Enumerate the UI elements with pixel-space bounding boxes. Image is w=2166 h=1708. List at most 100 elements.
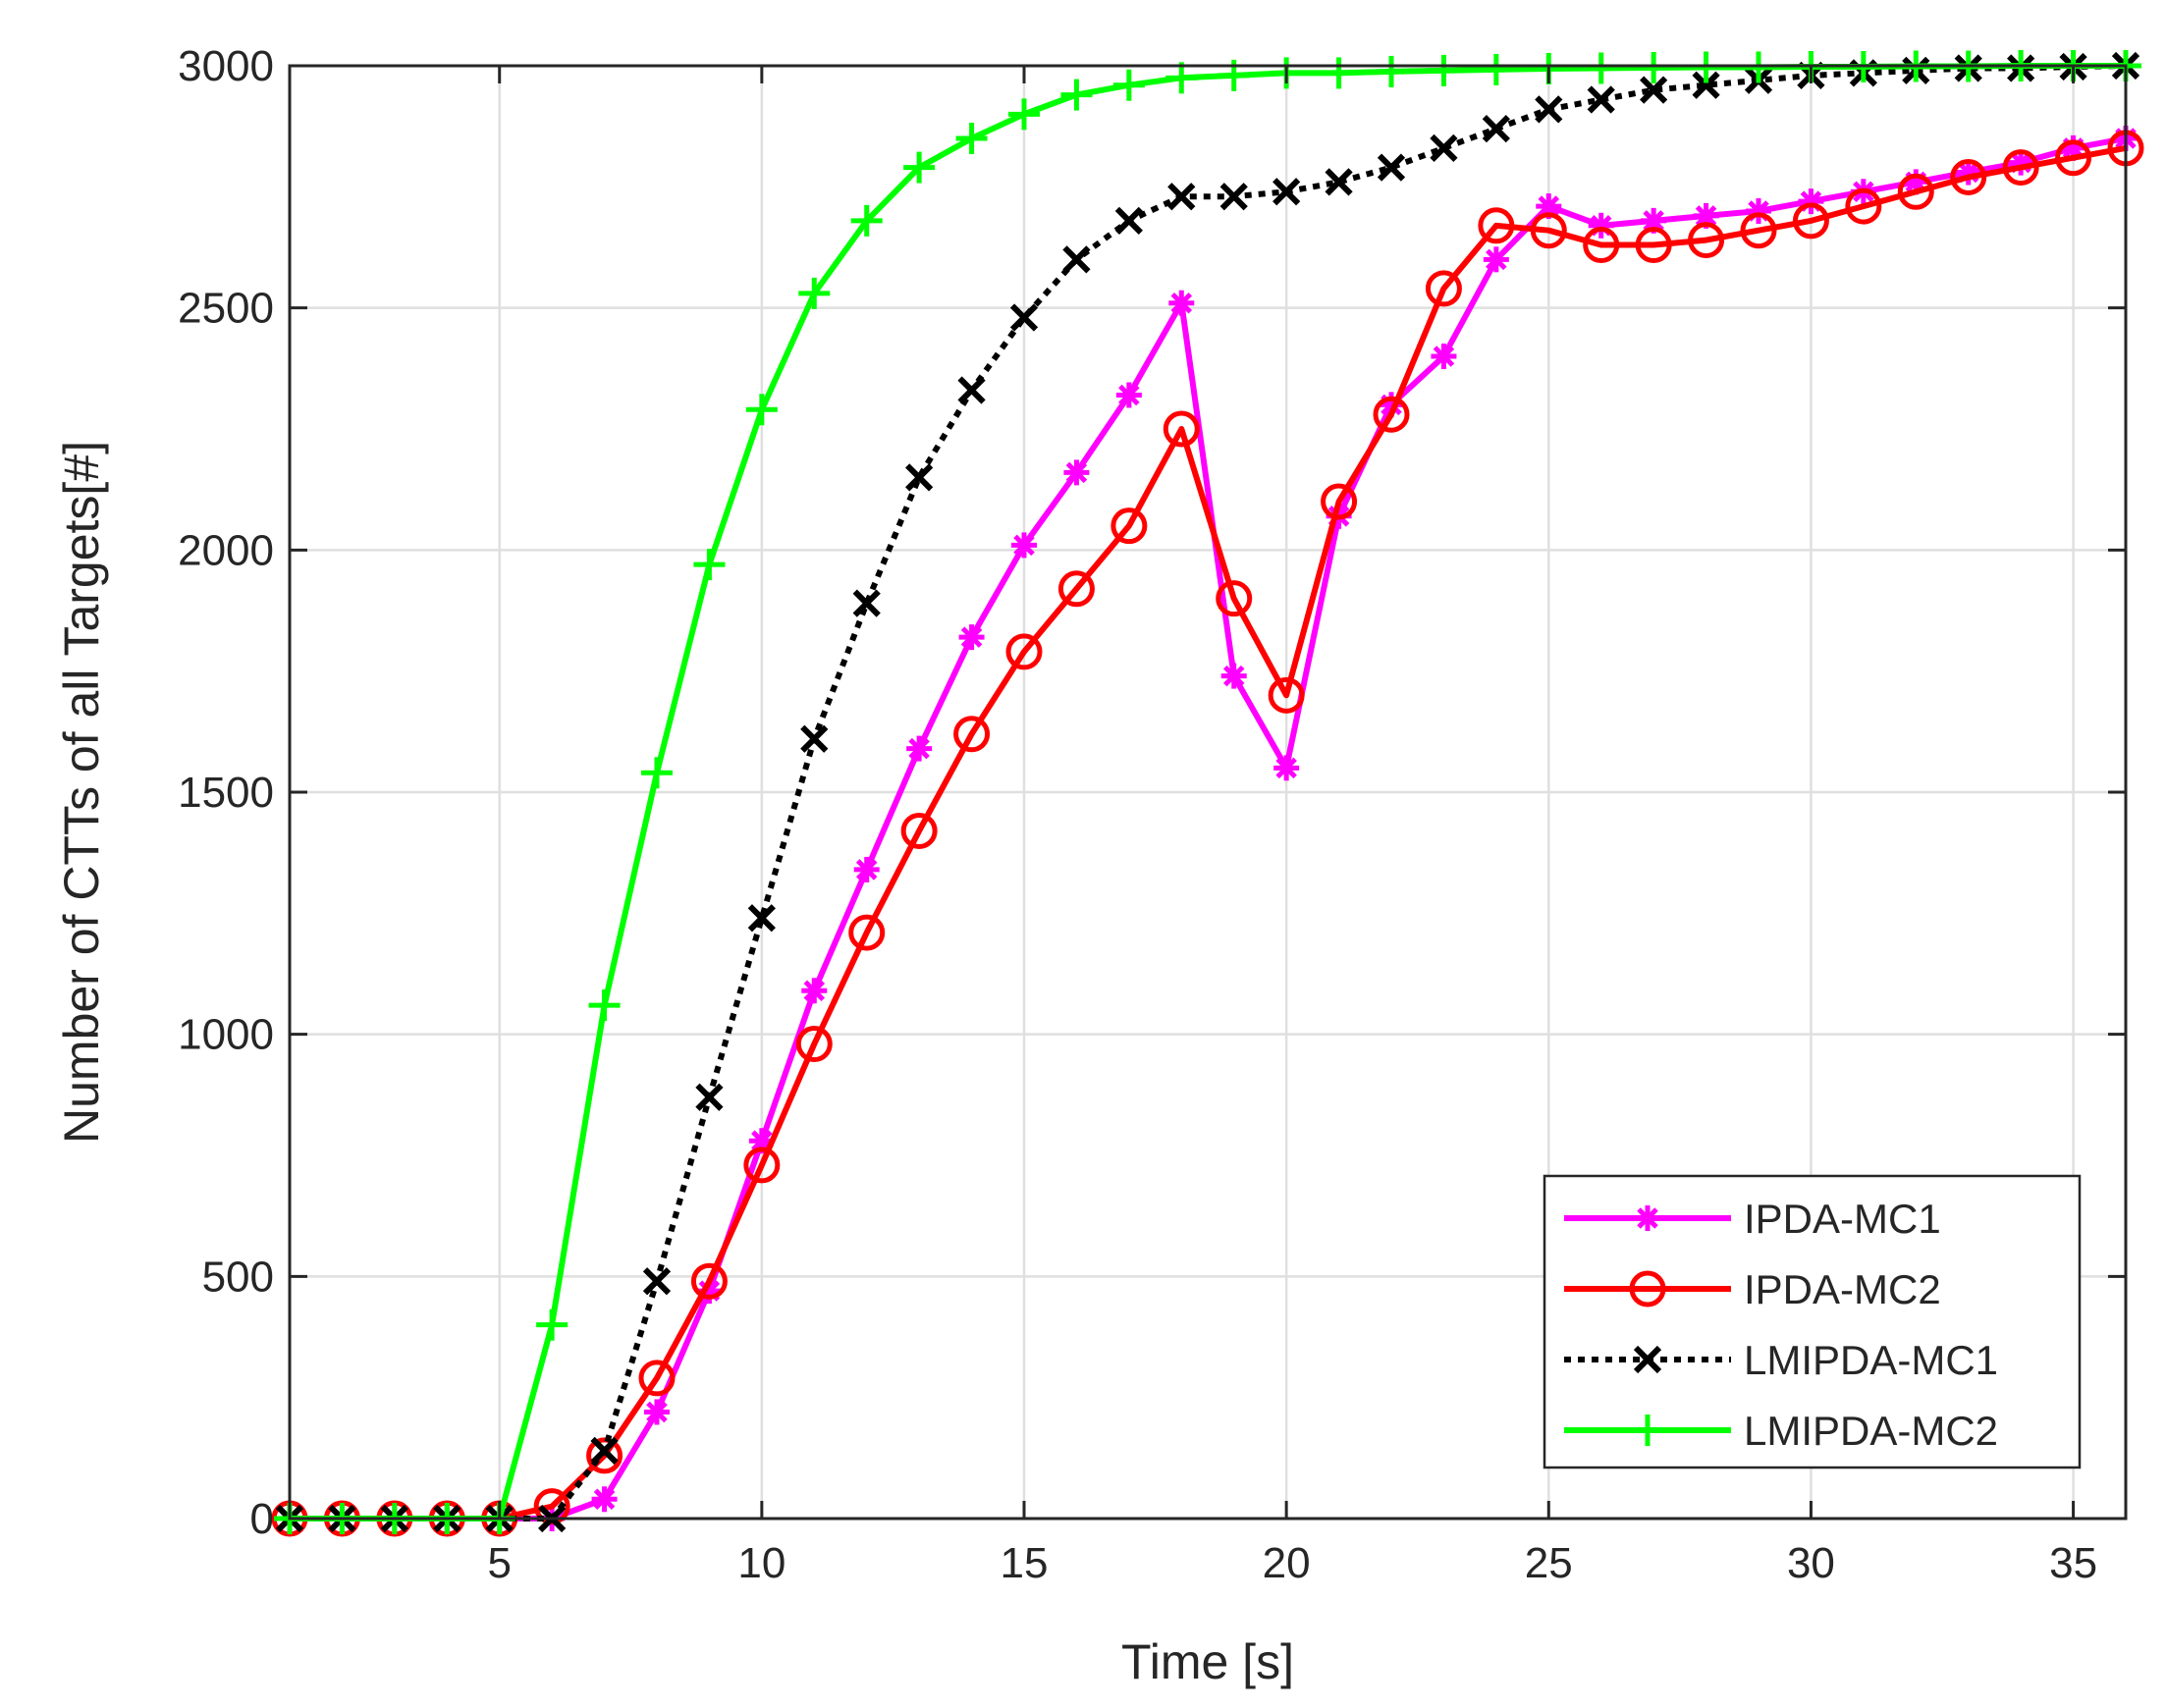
data-point xyxy=(1216,580,1253,617)
x-tick-label: 30 xyxy=(1787,1539,1835,1587)
y-tick-label: 2500 xyxy=(178,285,274,333)
data-point xyxy=(536,1308,569,1341)
data-point xyxy=(591,1486,618,1513)
y-tick-label: 1500 xyxy=(178,769,274,817)
data-point xyxy=(747,904,776,933)
data-point xyxy=(1740,212,1777,249)
x-tick-label: 10 xyxy=(737,1539,785,1587)
data-point xyxy=(1530,212,1567,249)
data-point xyxy=(800,724,829,753)
data-point xyxy=(1057,570,1095,608)
x-tick-label: 15 xyxy=(1001,1539,1049,1587)
y-tick-label: 3000 xyxy=(178,42,274,90)
data-point xyxy=(848,914,886,951)
data-point xyxy=(1325,168,1353,196)
data-point xyxy=(1688,222,1725,259)
data-point xyxy=(900,812,938,849)
data-point xyxy=(1115,382,1142,408)
legend-label: LMIPDA-MC2 xyxy=(1744,1408,1998,1454)
data-point xyxy=(1273,755,1300,781)
legend-marker xyxy=(1633,1345,1662,1374)
x-tick-label: 5 xyxy=(487,1539,511,1587)
x-tick-label: 35 xyxy=(2049,1539,2097,1587)
legend-box xyxy=(1543,1174,2082,1469)
legend-label: IPDA-MC1 xyxy=(1744,1196,1941,1242)
data-point xyxy=(1060,79,1093,111)
data-point xyxy=(798,277,831,309)
legend-entry: LMIPDA-MC2 xyxy=(1564,1408,1998,1454)
data-point xyxy=(1950,158,1987,195)
legend-label: IPDA-MC2 xyxy=(1744,1266,1941,1312)
data-point xyxy=(588,989,621,1022)
y-tick-label: 2000 xyxy=(178,526,274,574)
data-point xyxy=(801,978,828,1004)
data-point xyxy=(1220,663,1247,689)
x-tick-label: 25 xyxy=(1525,1539,1573,1587)
data-point xyxy=(850,204,883,237)
data-point xyxy=(1583,227,1620,264)
data-point xyxy=(905,463,934,492)
data-point xyxy=(1428,54,1460,86)
data-point xyxy=(1009,303,1039,332)
x-tick-label: 20 xyxy=(1263,1539,1311,1587)
data-point xyxy=(1640,76,1668,104)
y-axis-label: Number of CTTs of all Targets[#] xyxy=(54,441,109,1144)
data-point xyxy=(1373,396,1410,433)
data-point xyxy=(853,856,880,882)
data-point xyxy=(957,376,986,404)
data-point xyxy=(644,1399,670,1425)
data-point xyxy=(1321,483,1358,520)
y-tick-label: 1000 xyxy=(178,1011,274,1059)
data-point xyxy=(955,123,988,154)
data-point xyxy=(1377,153,1406,182)
data-point xyxy=(1692,71,1720,99)
legend-marker xyxy=(1635,1205,1660,1231)
data-point xyxy=(695,1083,724,1111)
data-point xyxy=(795,1026,833,1063)
data-point xyxy=(693,549,726,581)
data-point xyxy=(1062,245,1091,274)
data-point xyxy=(1273,178,1301,206)
data-point xyxy=(1005,633,1043,670)
legend-entry: IPDA-MC1 xyxy=(1564,1196,1941,1242)
series-lmipda-mc1 xyxy=(275,51,2140,1533)
data-point xyxy=(906,735,933,762)
data-point xyxy=(1063,459,1090,486)
data-point xyxy=(1430,133,1458,162)
data-point xyxy=(2055,139,2092,177)
legend: IPDA-MC1 IPDA-MC2 LMIPDA-MC1 LMIPDA-MC2 xyxy=(1543,1174,2082,1469)
data-point xyxy=(958,624,985,651)
legend-marker xyxy=(1632,1414,1663,1446)
y-tick-label: 500 xyxy=(202,1253,274,1301)
data-point xyxy=(1163,410,1200,448)
data-point xyxy=(1167,183,1196,211)
data-point xyxy=(641,757,673,789)
data-point xyxy=(852,589,881,617)
data-point xyxy=(1376,55,1407,87)
data-point xyxy=(590,1436,619,1466)
data-point xyxy=(690,1262,728,1300)
data-point xyxy=(1845,187,1882,225)
data-point xyxy=(1897,173,1934,210)
data-point xyxy=(1008,98,1040,131)
legend-label: LMIPDA-MC1 xyxy=(1744,1337,1998,1383)
data-point xyxy=(1535,95,1563,124)
data-point xyxy=(1482,115,1510,143)
data-point xyxy=(1635,227,1672,264)
data-point xyxy=(743,1147,781,1184)
axis-ticks: 5 10 15 20 25 30 35 0 500 1000 1500 2000 2500 3000 xyxy=(178,42,2126,1587)
data-point xyxy=(2002,149,2039,187)
data-point xyxy=(1112,69,1145,101)
legend-entry: IPDA-MC2 xyxy=(1564,1266,1941,1312)
y-tick-label: 0 xyxy=(250,1495,274,1543)
data-point xyxy=(903,151,936,184)
data-point xyxy=(642,1267,672,1296)
data-point xyxy=(745,394,778,426)
data-point xyxy=(1114,206,1143,235)
data-point xyxy=(1110,507,1148,545)
data-point xyxy=(953,716,991,753)
data-point xyxy=(1323,57,1355,89)
x-axis-label: Time [s] xyxy=(1121,1634,1294,1689)
data-point xyxy=(1792,202,1829,240)
